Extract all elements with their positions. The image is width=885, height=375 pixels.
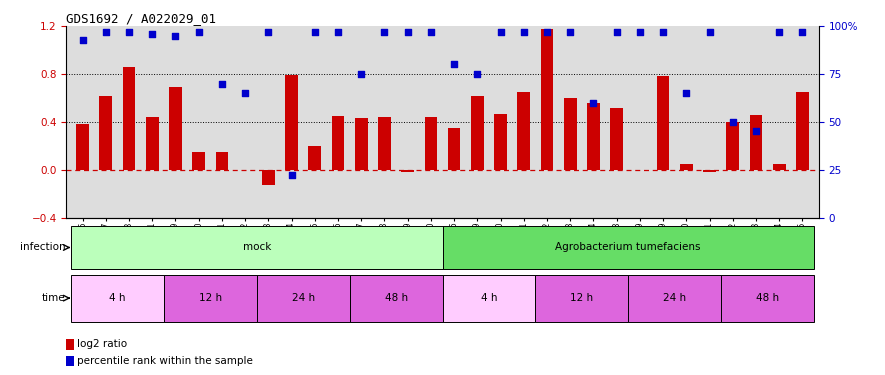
Point	[656, 29, 670, 35]
Point	[470, 71, 484, 77]
Bar	[471, 96, 484, 170]
Text: 24 h: 24 h	[663, 293, 686, 303]
Bar	[76, 124, 89, 170]
Bar	[71, 226, 442, 269]
Point	[354, 71, 368, 77]
Text: percentile rank within the sample: percentile rank within the sample	[78, 356, 253, 366]
Bar	[494, 114, 507, 170]
Text: 24 h: 24 h	[292, 293, 315, 303]
Point	[447, 62, 461, 68]
Point	[261, 29, 275, 35]
Bar	[99, 96, 112, 170]
Bar	[71, 275, 164, 321]
Bar	[66, 339, 74, 350]
Point	[215, 81, 229, 87]
Point	[401, 29, 415, 35]
Point	[284, 172, 298, 178]
Point	[99, 29, 113, 35]
Bar	[285, 75, 298, 170]
Bar	[425, 117, 437, 170]
Bar	[541, 28, 553, 170]
Bar	[192, 152, 205, 170]
Point	[308, 29, 322, 35]
Text: mock: mock	[242, 243, 271, 252]
Bar	[727, 122, 739, 170]
Point	[587, 100, 601, 106]
Text: infection: infection	[20, 243, 65, 252]
Bar	[378, 117, 391, 170]
Point	[796, 29, 810, 35]
Bar	[164, 275, 257, 321]
Text: GDS1692 / A022029_01: GDS1692 / A022029_01	[66, 12, 216, 25]
Bar	[680, 164, 693, 170]
Bar	[796, 92, 809, 170]
Point	[145, 31, 159, 37]
Point	[633, 29, 647, 35]
Bar	[448, 128, 460, 170]
Bar	[518, 92, 530, 170]
Point	[563, 29, 577, 35]
Bar	[628, 275, 721, 321]
Point	[75, 37, 89, 43]
Bar	[401, 170, 414, 172]
Point	[703, 29, 717, 35]
Bar	[216, 152, 228, 170]
Bar	[146, 117, 158, 170]
Point	[238, 90, 252, 96]
Bar	[308, 146, 321, 170]
Point	[494, 29, 508, 35]
Bar	[66, 356, 74, 366]
Text: Agrobacterium tumefaciens: Agrobacterium tumefaciens	[556, 243, 701, 252]
Point	[192, 29, 206, 35]
Point	[610, 29, 624, 35]
Bar	[564, 98, 577, 170]
Bar	[535, 275, 628, 321]
Bar	[355, 118, 367, 170]
Point	[122, 29, 136, 35]
Bar	[721, 275, 814, 321]
Bar	[332, 116, 344, 170]
Text: 12 h: 12 h	[199, 293, 222, 303]
Bar	[442, 226, 814, 269]
Bar	[257, 275, 350, 321]
Point	[772, 29, 786, 35]
Bar	[350, 275, 442, 321]
Bar	[587, 103, 600, 170]
Bar	[657, 76, 669, 170]
Text: time: time	[42, 293, 65, 303]
Bar	[773, 164, 786, 170]
Point	[377, 29, 391, 35]
Point	[168, 33, 182, 39]
Text: 48 h: 48 h	[384, 293, 408, 303]
Bar	[262, 170, 274, 185]
Bar	[123, 67, 135, 170]
Text: 12 h: 12 h	[570, 293, 593, 303]
Point	[749, 128, 763, 135]
Point	[726, 119, 740, 125]
Point	[540, 29, 554, 35]
Point	[679, 90, 693, 96]
Point	[331, 29, 345, 35]
Point	[424, 29, 438, 35]
Bar	[442, 275, 535, 321]
Text: 48 h: 48 h	[756, 293, 779, 303]
Bar	[750, 115, 762, 170]
Point	[517, 29, 531, 35]
Bar	[611, 108, 623, 170]
Text: 4 h: 4 h	[481, 293, 497, 303]
Text: log2 ratio: log2 ratio	[78, 339, 127, 349]
Text: 4 h: 4 h	[109, 293, 126, 303]
Bar	[703, 170, 716, 172]
Bar	[169, 87, 182, 170]
